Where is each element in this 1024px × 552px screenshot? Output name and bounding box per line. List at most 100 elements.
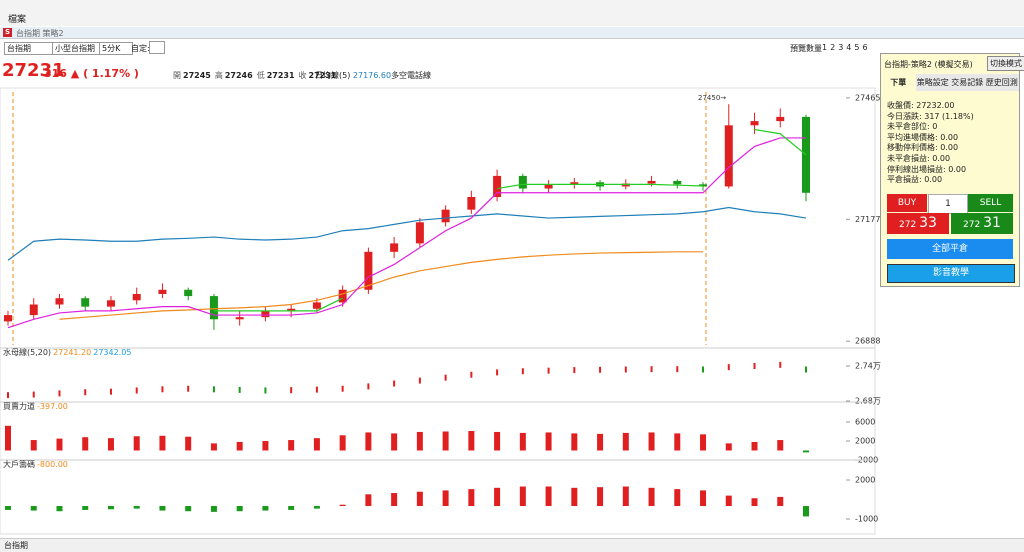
last-price: 27231 bbox=[2, 60, 65, 81]
bar bbox=[5, 506, 11, 510]
bar bbox=[622, 486, 629, 507]
panel-readout: 27241.20 bbox=[53, 348, 91, 357]
preview-number[interactable]: 4 bbox=[846, 43, 852, 52]
info-line: 未平倉損益: 0.00 bbox=[887, 153, 951, 163]
indicator-line bbox=[7, 137, 806, 329]
bar bbox=[571, 487, 578, 507]
preview-number[interactable]: 6 bbox=[862, 43, 868, 52]
bar bbox=[442, 431, 449, 451]
sell-button[interactable]: SELL bbox=[968, 194, 1013, 212]
info-line: 移動停利價格: 0.00 bbox=[887, 143, 959, 153]
bar bbox=[107, 506, 114, 510]
video-button[interactable]: 影音教學 bbox=[887, 264, 1015, 283]
candle-body bbox=[55, 298, 64, 305]
candle-body bbox=[81, 298, 90, 307]
bar bbox=[597, 433, 604, 451]
indicator-line bbox=[7, 206, 807, 261]
ohlc: 開 27245 高 27246 低 27231 收 27231 bbox=[173, 70, 340, 81]
candle-body bbox=[415, 222, 424, 244]
ohlc-value: 27245 bbox=[183, 71, 211, 80]
select[interactable]: 小型台指期 bbox=[52, 42, 100, 55]
candle-body bbox=[776, 116, 785, 122]
candle-body bbox=[570, 182, 579, 185]
indicator-line bbox=[59, 251, 704, 320]
buy-button[interactable]: BUY bbox=[887, 194, 927, 212]
bar bbox=[494, 487, 501, 507]
bid: 33 bbox=[919, 215, 937, 231]
candle-body bbox=[338, 289, 347, 303]
preview-number[interactable]: 5 bbox=[854, 43, 860, 52]
panel-title: 大戶籌碼 -800.00 bbox=[3, 459, 68, 469]
ma-value: 27176.60 bbox=[352, 71, 392, 80]
candle-body bbox=[158, 289, 167, 294]
bar bbox=[597, 487, 604, 507]
bid-box[interactable]: 272 33 bbox=[887, 213, 949, 234]
candle-body bbox=[699, 184, 708, 187]
candle-body bbox=[724, 125, 733, 187]
info-line: 今日漲跌: 317 (1.18%) bbox=[887, 111, 974, 121]
info-line: 收盤價: 27232.00 bbox=[887, 101, 955, 110]
side-panel: 台指期-策略2 (模擬交易) 切換模式 下單 策略設定 交易記錄 歷史回測 收盤價: … bbox=[880, 53, 1024, 287]
status-tab[interactable]: 台指期 bbox=[4, 541, 28, 550]
candle-body bbox=[647, 180, 656, 184]
ohlc-label: 收 bbox=[298, 71, 307, 80]
bar bbox=[185, 436, 192, 451]
y-tick-label: 27177 bbox=[855, 215, 880, 224]
qty-input[interactable]: 1 bbox=[928, 194, 968, 214]
info-line: 未平倉部位: 0 bbox=[887, 122, 938, 132]
bar bbox=[751, 441, 758, 451]
tab[interactable]: 下單 bbox=[881, 74, 916, 91]
bar bbox=[674, 489, 681, 507]
custom-label: 自定: bbox=[131, 44, 150, 53]
y-tick-label: 2000 bbox=[855, 476, 875, 485]
bar bbox=[133, 506, 140, 509]
tab[interactable]: 歷史回測 bbox=[985, 78, 1018, 87]
bar bbox=[545, 432, 552, 451]
candle-body bbox=[132, 293, 141, 301]
bar bbox=[494, 431, 501, 451]
panel-title: 買賣力道 -397.00 bbox=[3, 401, 68, 411]
select[interactable]: 5分K bbox=[99, 42, 133, 55]
tab[interactable]: 策略設定 bbox=[916, 78, 949, 87]
ma-label: 日均線(5) bbox=[315, 71, 351, 80]
y-tick-label: 27465 bbox=[855, 93, 880, 102]
bar bbox=[700, 490, 707, 507]
candle-body bbox=[364, 251, 373, 290]
bar bbox=[339, 435, 346, 451]
panel-readout: -800.00 bbox=[37, 460, 68, 469]
bid-prefix: 272 bbox=[899, 220, 917, 230]
close-all-button[interactable]: 全部平倉 bbox=[887, 239, 1013, 259]
preview-number[interactable]: 2 bbox=[830, 43, 836, 52]
bar bbox=[622, 432, 629, 451]
mode-button[interactable]: 切換模式 bbox=[987, 56, 1024, 71]
panel-readout: -397.00 bbox=[37, 402, 68, 411]
ask-box[interactable]: 272 31 bbox=[951, 213, 1013, 234]
bar bbox=[571, 433, 578, 451]
bar bbox=[416, 491, 423, 507]
panel-title-text: 水母線(5,20) bbox=[3, 347, 51, 357]
preview-number[interactable]: 3 bbox=[838, 43, 844, 52]
custom-input[interactable] bbox=[149, 41, 165, 54]
candle-body bbox=[29, 304, 38, 316]
candle-body bbox=[390, 243, 399, 252]
bar bbox=[56, 438, 63, 451]
bar bbox=[5, 425, 11, 451]
menu-item[interactable]: 檔案 bbox=[8, 15, 27, 25]
bar bbox=[365, 494, 372, 507]
price-change: 316 ▲ ( 1.17% ) bbox=[44, 67, 139, 80]
bar bbox=[777, 440, 784, 451]
y-tick-label: 2.68万 bbox=[855, 396, 881, 405]
bar bbox=[288, 506, 295, 510]
bar bbox=[159, 506, 166, 511]
bar bbox=[185, 506, 192, 512]
bar bbox=[313, 438, 320, 451]
panel-title-text: 買賣力道 bbox=[3, 401, 35, 411]
select[interactable]: 台指期 bbox=[4, 42, 54, 55]
preview-number[interactable]: 1 bbox=[822, 43, 828, 52]
ohlc-label: 低 bbox=[256, 71, 265, 80]
candle-body bbox=[312, 302, 321, 309]
bar bbox=[82, 506, 89, 510]
tab[interactable]: 交易記錄 bbox=[951, 78, 984, 87]
